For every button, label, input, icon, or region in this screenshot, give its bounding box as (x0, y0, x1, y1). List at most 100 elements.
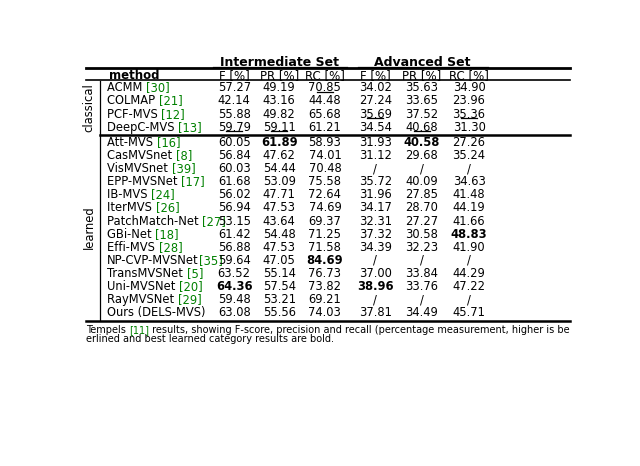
Text: 55.14: 55.14 (263, 267, 296, 280)
Text: 59.11: 59.11 (263, 121, 296, 134)
Text: DeepC-MVS: DeepC-MVS (107, 121, 179, 134)
Text: 60.05: 60.05 (218, 136, 251, 149)
Text: [29]: [29] (178, 293, 202, 306)
Text: [30]: [30] (146, 82, 170, 95)
Text: [13]: [13] (179, 121, 202, 134)
Text: RC [%]: RC [%] (305, 69, 345, 82)
Text: learned: learned (83, 206, 96, 249)
Text: 54.48: 54.48 (263, 228, 296, 240)
Text: 34.02: 34.02 (359, 82, 392, 95)
Text: 61.42: 61.42 (218, 228, 251, 240)
Text: 41.90: 41.90 (452, 241, 485, 254)
Text: COLMAP: COLMAP (107, 95, 159, 108)
Text: 34.49: 34.49 (405, 306, 438, 319)
Text: 34.54: 34.54 (359, 121, 392, 134)
Text: IB-MVS: IB-MVS (107, 188, 151, 201)
Text: Att-MVS: Att-MVS (107, 136, 157, 149)
Text: 48.83: 48.83 (451, 228, 488, 240)
Text: 31.12: 31.12 (359, 149, 392, 162)
Text: 37.52: 37.52 (405, 108, 438, 121)
Text: 35.69: 35.69 (359, 108, 392, 121)
Text: 33.76: 33.76 (405, 280, 438, 293)
Text: 44.48: 44.48 (308, 95, 341, 108)
Text: 74.03: 74.03 (308, 306, 341, 319)
Text: 47.05: 47.05 (263, 254, 296, 267)
Text: 45.71: 45.71 (452, 306, 486, 319)
Text: 54.44: 54.44 (263, 162, 296, 175)
Text: 55.56: 55.56 (262, 306, 296, 319)
Text: 31.96: 31.96 (359, 188, 392, 201)
Text: erlined and best learned category results are bold.: erlined and best learned category result… (86, 334, 334, 344)
Text: 41.48: 41.48 (452, 188, 485, 201)
Text: [16]: [16] (157, 136, 180, 149)
Text: 56.94: 56.94 (218, 201, 251, 214)
Text: [11]: [11] (129, 325, 149, 336)
Text: 32.23: 32.23 (405, 241, 438, 254)
Text: 75.58: 75.58 (308, 175, 341, 188)
Text: 61.21: 61.21 (308, 121, 341, 134)
Text: 71.58: 71.58 (308, 241, 341, 254)
Text: 56.84: 56.84 (218, 149, 251, 162)
Text: 47.53: 47.53 (262, 201, 296, 214)
Text: 63.08: 63.08 (218, 306, 251, 319)
Text: RayMVSNet: RayMVSNet (107, 293, 178, 306)
Text: 73.82: 73.82 (308, 280, 341, 293)
Text: 27.85: 27.85 (405, 188, 438, 201)
Text: 84.69: 84.69 (307, 254, 343, 267)
Text: /: / (467, 293, 471, 306)
Text: 63.52: 63.52 (218, 267, 251, 280)
Text: 43.16: 43.16 (263, 95, 296, 108)
Text: [39]: [39] (172, 162, 195, 175)
Text: 28.70: 28.70 (405, 201, 438, 214)
Text: 35.63: 35.63 (405, 82, 438, 95)
Text: 49.82: 49.82 (263, 108, 296, 121)
Text: 47.62: 47.62 (263, 149, 296, 162)
Text: 35.72: 35.72 (358, 175, 392, 188)
Text: PatchMatch-Net: PatchMatch-Net (107, 214, 202, 227)
Text: 49.19: 49.19 (263, 82, 296, 95)
Text: 70.48: 70.48 (308, 162, 341, 175)
Text: 33.84: 33.84 (405, 267, 438, 280)
Text: 33.65: 33.65 (405, 95, 438, 108)
Text: 40.68: 40.68 (406, 121, 438, 134)
Text: /: / (420, 254, 424, 267)
Text: [8]: [8] (176, 149, 192, 162)
Text: 57.27: 57.27 (218, 82, 251, 95)
Text: NP-CVP-MVSNet: NP-CVP-MVSNet (107, 254, 199, 267)
Text: 53.09: 53.09 (263, 175, 296, 188)
Text: /: / (467, 162, 471, 175)
Text: IterMVS: IterMVS (107, 201, 156, 214)
Text: 35.36: 35.36 (452, 108, 486, 121)
Text: Tempels: Tempels (86, 325, 129, 336)
Text: [17]: [17] (181, 175, 205, 188)
Text: 56.88: 56.88 (218, 241, 251, 254)
Text: 59.64: 59.64 (218, 254, 251, 267)
Text: EPP-MVSNet: EPP-MVSNet (107, 175, 181, 188)
Text: [12]: [12] (161, 108, 185, 121)
Text: F [%]: F [%] (219, 69, 250, 82)
Text: 32.31: 32.31 (359, 214, 392, 227)
Text: CasMVSnet: CasMVSnet (107, 149, 176, 162)
Text: 40.58: 40.58 (404, 136, 440, 149)
Text: TransMVSNet: TransMVSNet (107, 267, 187, 280)
Text: Uni-MVSNet: Uni-MVSNet (107, 280, 179, 293)
Text: 34.39: 34.39 (359, 241, 392, 254)
Text: 44.29: 44.29 (452, 267, 485, 280)
Text: VisMVSnet: VisMVSnet (107, 162, 172, 175)
Text: /: / (373, 293, 377, 306)
Text: 27.24: 27.24 (359, 95, 392, 108)
Text: 47.53: 47.53 (262, 241, 296, 254)
Text: 47.22: 47.22 (452, 280, 486, 293)
Text: 57.54: 57.54 (262, 280, 296, 293)
Text: Intermediate Set: Intermediate Set (220, 56, 339, 69)
Text: 70.85: 70.85 (308, 82, 341, 95)
Text: [20]: [20] (179, 280, 203, 293)
Text: Ours (DELS-MVS): Ours (DELS-MVS) (107, 306, 205, 319)
Text: 38.96: 38.96 (357, 280, 394, 293)
Text: [28]: [28] (159, 241, 182, 254)
Text: /: / (373, 254, 377, 267)
Text: 42.14: 42.14 (218, 95, 251, 108)
Text: [5]: [5] (187, 267, 203, 280)
Text: /: / (373, 162, 377, 175)
Text: 74.69: 74.69 (308, 201, 341, 214)
